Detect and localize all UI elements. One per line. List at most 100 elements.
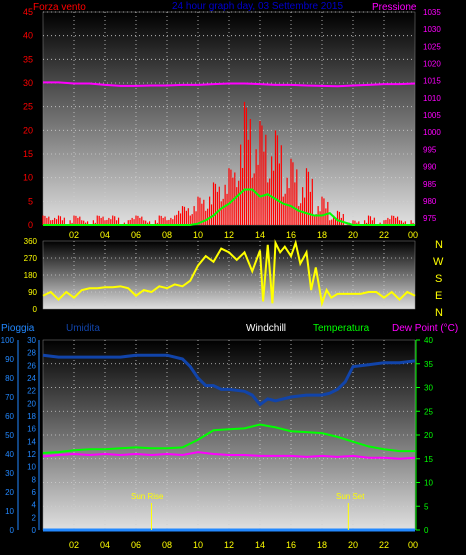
wind-axis-tick: 15 — [23, 149, 33, 159]
rain-axis-tick: 40 — [5, 450, 14, 459]
x-tick-label: 22 — [379, 540, 389, 550]
direction-axis-tick: 180 — [24, 271, 38, 280]
humidity-axis-tick: 4 — [32, 501, 37, 510]
dewpoint-line — [42, 451, 416, 460]
humidity-label: Umidita — [66, 323, 100, 334]
temperature-label: Temperatura — [313, 323, 370, 334]
compass-label-e: E — [435, 290, 442, 302]
wind-axis-tick: 30 — [23, 78, 33, 88]
rain-axis-tick: 10 — [5, 507, 14, 516]
x-tick-label: 10 — [193, 230, 203, 240]
x-tick-label: 16 — [286, 540, 296, 550]
x-tick-label: 20 — [348, 230, 358, 240]
pressure-axis-tick: 995 — [423, 145, 437, 154]
rain-axis-tick: 90 — [5, 355, 14, 364]
sunrise-label: Sun Rise — [131, 492, 164, 501]
wind-axis-tick: 10 — [23, 173, 33, 183]
humidity-axis-tick: 6 — [32, 488, 37, 497]
x-tick-label: 16 — [286, 230, 296, 240]
pressure-line — [43, 81, 416, 88]
humidity-axis-tick: 24 — [27, 374, 36, 383]
pressure-axis-tick: 1025 — [423, 42, 441, 51]
pressure-axis-tick: 985 — [423, 180, 437, 189]
temp-axis-tick: 20 — [424, 431, 433, 440]
wind-axis-tick: 35 — [23, 54, 33, 64]
x-tick-label: 00 — [408, 540, 418, 550]
temp-axis-tick: 15 — [424, 455, 433, 464]
rain-axis-tick: 70 — [5, 393, 14, 402]
compass-label-n-top: N — [435, 239, 443, 251]
humidity-axis-tick: 0 — [32, 526, 37, 535]
x-tick-label: 18 — [317, 540, 327, 550]
rain-axis-tick: 0 — [10, 526, 15, 535]
temp-axis-tick: 0 — [424, 526, 429, 535]
wind-axis-tick: 45 — [23, 7, 33, 17]
humidity-axis-tick: 16 — [27, 425, 36, 434]
humidity-axis-tick: 30 — [27, 336, 36, 345]
humidity-axis-tick: 2 — [32, 513, 37, 522]
pressure-label: Pressione — [372, 2, 417, 13]
windchill-label: Windchill — [246, 323, 286, 334]
pressure-axis-tick: 980 — [423, 197, 437, 206]
temp-axis-tick: 10 — [424, 479, 433, 488]
temp-axis-tick: 5 — [424, 502, 429, 511]
humidity-axis-tick: 14 — [27, 437, 36, 446]
x-tick-label: 02 — [69, 540, 79, 550]
humidity-axis-tick: 10 — [27, 463, 36, 472]
x-tick-label: 14 — [255, 230, 265, 240]
chart-title: 24 hour graph day, 03 Settembre 2015 — [172, 1, 343, 12]
pressure-axis-tick: 975 — [423, 214, 437, 223]
wind-axis-tick: 25 — [23, 102, 33, 112]
rain-label: Pioggia — [1, 323, 35, 334]
temp-axis-tick: 25 — [424, 407, 433, 416]
wind-axis-tick: 5 — [28, 196, 33, 206]
humidity-axis-tick: 28 — [27, 349, 36, 358]
wind-axis-tick: 0 — [28, 220, 33, 230]
x-tick-label: 18 — [317, 230, 327, 240]
humidity-axis-tick: 8 — [32, 475, 37, 484]
x-tick-label: 20 — [348, 540, 358, 550]
pressure-axis-tick: 1000 — [423, 128, 441, 137]
temp-axis-tick: 35 — [424, 360, 433, 369]
humidity-axis-tick: 12 — [27, 450, 36, 459]
x-tick-label: 08 — [162, 540, 172, 550]
x-tick-label: 06 — [131, 230, 141, 240]
pressure-axis-tick: 1015 — [423, 77, 441, 86]
rain-axis-tick: 30 — [5, 469, 14, 478]
direction-axis-tick: 360 — [24, 237, 38, 246]
x-tick-label: 12 — [224, 540, 234, 550]
chart-marks — [42, 81, 416, 532]
x-tick-label: 10 — [193, 540, 203, 550]
humidity-axis-tick: 26 — [27, 361, 36, 370]
x-tick-label: 12 — [224, 230, 234, 240]
x-tick-label: 06 — [131, 540, 141, 550]
wind-strength-label: Forza vento — [33, 2, 86, 13]
pressure-axis-tick: 1005 — [423, 111, 441, 120]
x-tick-label: 04 — [100, 540, 110, 550]
pressure-axis-tick: 1010 — [423, 94, 441, 103]
humidity-axis-tick: 18 — [27, 412, 36, 421]
dewpoint-label: Dew Point (°C) — [392, 323, 458, 334]
rain-axis-tick: 20 — [5, 488, 14, 497]
rain-axis-tick: 60 — [5, 412, 14, 421]
x-tick-label: 04 — [100, 230, 110, 240]
temperature-line — [42, 423, 415, 455]
compass-label-s: S — [435, 273, 442, 285]
rain-axis-tick: 80 — [5, 374, 14, 383]
direction-axis-tick: 270 — [24, 254, 38, 263]
x-tick-label: 14 — [255, 540, 265, 550]
x-tick-label: 22 — [379, 230, 389, 240]
rain-axis-tick: 50 — [5, 431, 14, 440]
pressure-axis-tick: 990 — [423, 163, 437, 172]
direction-axis-tick: 0 — [33, 305, 38, 314]
x-tick-label: 02 — [69, 230, 79, 240]
humidity-axis-tick: 20 — [27, 399, 36, 408]
pressure-axis-tick: 1030 — [423, 25, 441, 34]
compass-label-w: W — [433, 256, 444, 268]
wind-direction-line — [42, 238, 416, 308]
x-tick-label: 00 — [408, 230, 418, 240]
humidity-line — [42, 353, 416, 407]
